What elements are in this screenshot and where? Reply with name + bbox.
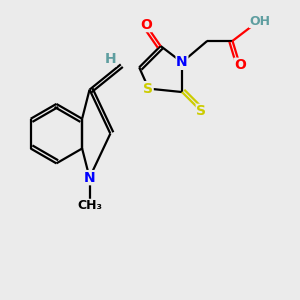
Text: N: N [84, 171, 95, 184]
Text: O: O [234, 58, 246, 72]
Text: O: O [140, 18, 152, 32]
Text: H: H [104, 52, 116, 66]
Text: N: N [176, 55, 188, 69]
Text: S: S [196, 104, 206, 118]
Text: S: S [143, 82, 153, 96]
Text: CH₃: CH₃ [77, 200, 102, 212]
Text: OH: OH [249, 14, 270, 28]
